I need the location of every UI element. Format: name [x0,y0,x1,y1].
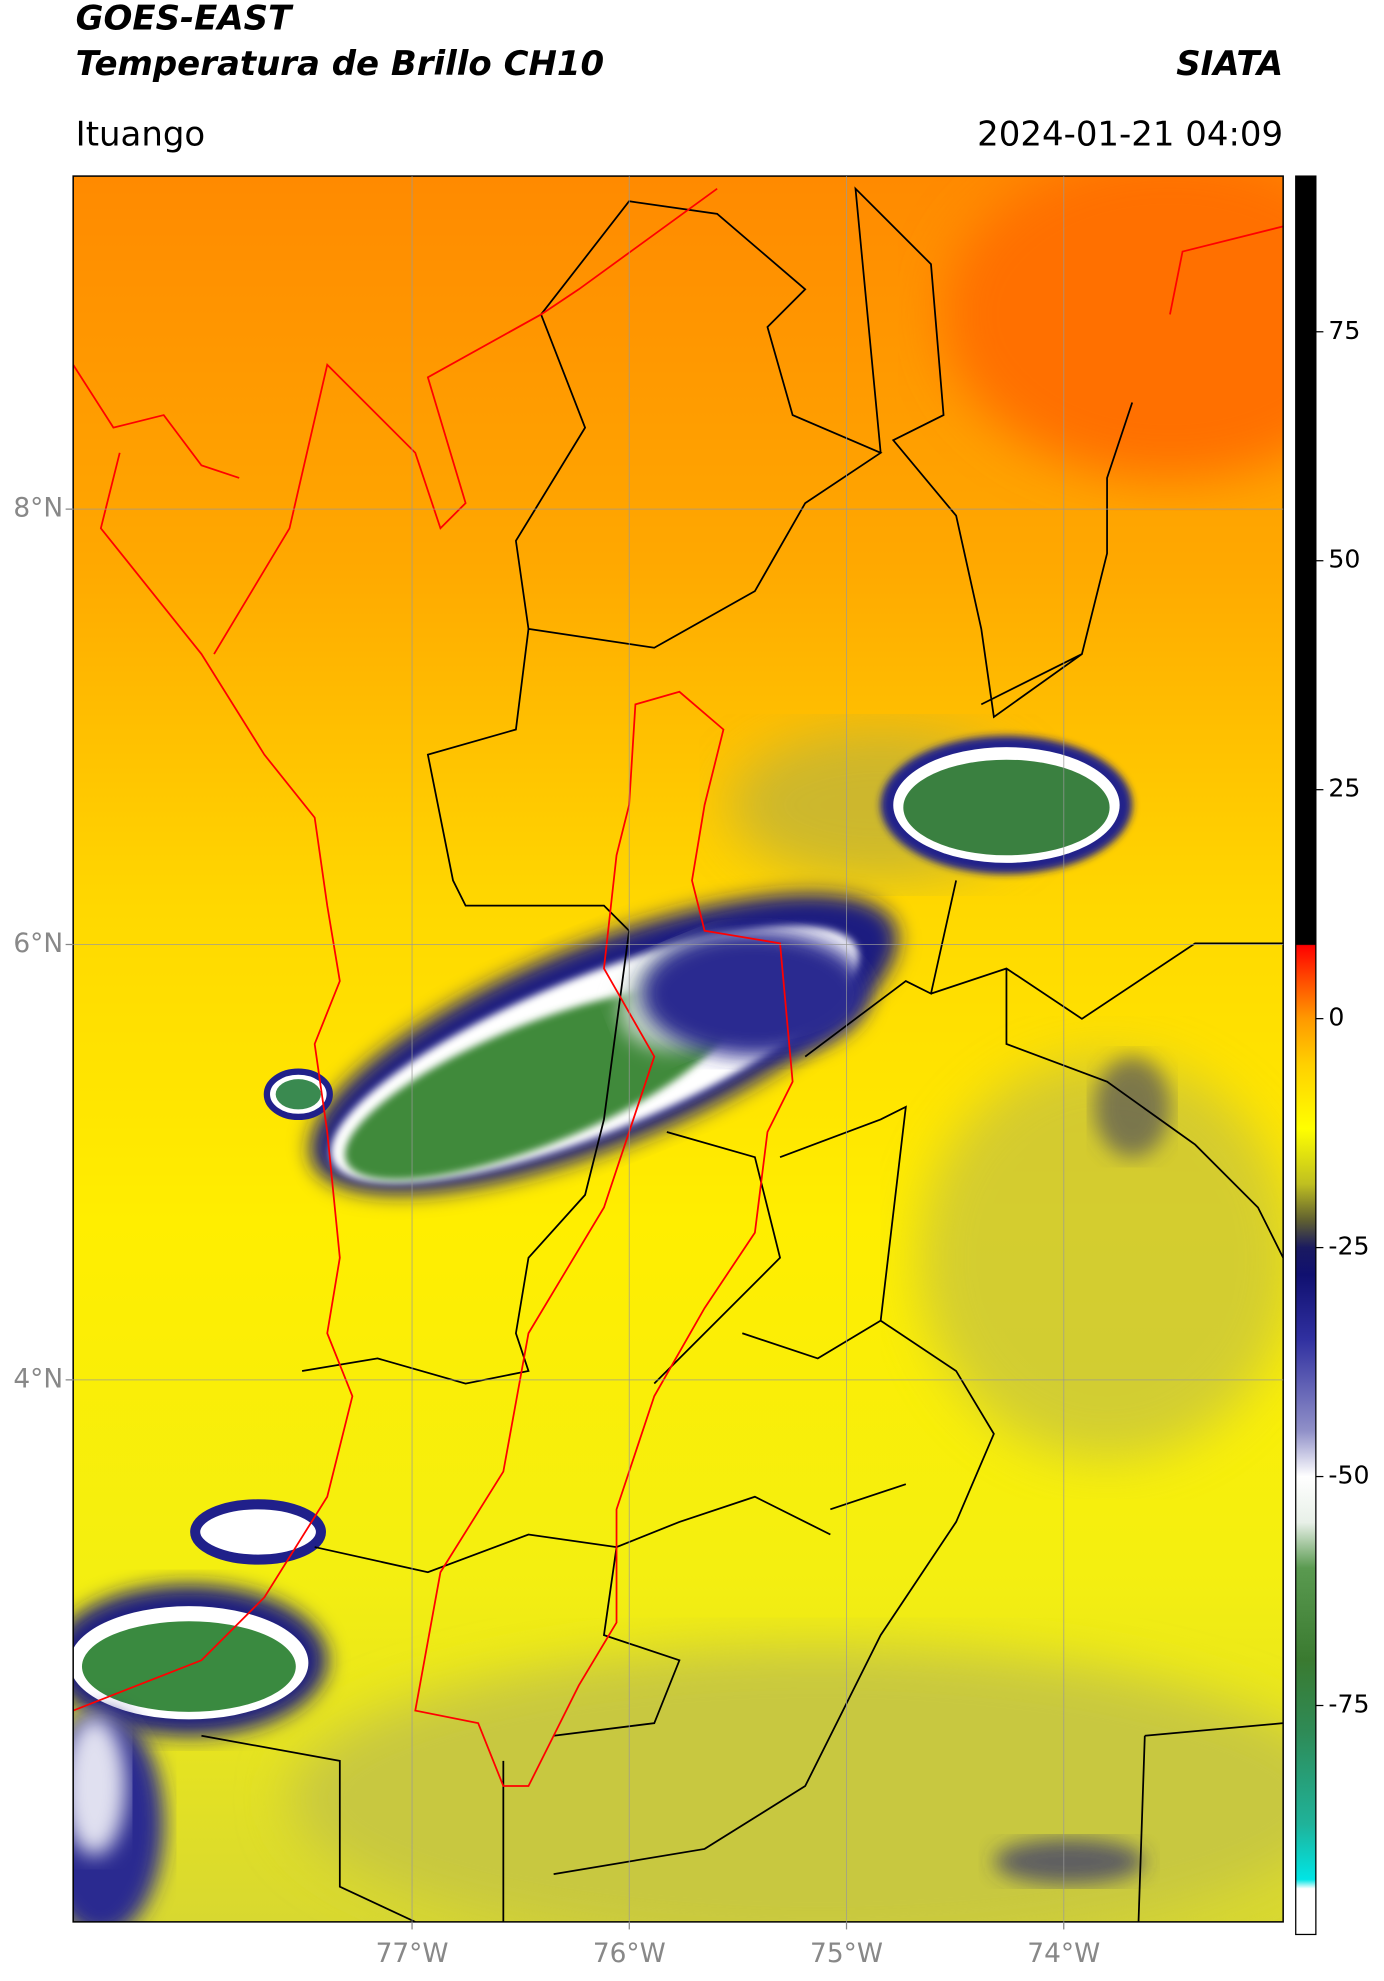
y-tick-label: 6°N [13,928,63,959]
map-frame [72,175,1284,1923]
region: Ituango [76,114,206,154]
x-tick-label: 77°W [376,1938,449,1969]
cloud [81,1621,296,1712]
graticule [73,176,1284,1922]
coastline [73,187,1284,1712]
colorbar-tick-label: 75 [1328,316,1360,345]
cloud [641,930,869,1057]
timestamp: 2024-01-21 04:09 [977,114,1283,154]
cool-area [289,1647,1284,1922]
cloud [190,1499,326,1565]
title: GOES-EAST [76,0,294,39]
x-tick-label: 74°W [1027,1938,1100,1969]
colorbar-tick-label: -50 [1328,1461,1369,1490]
cloud [73,1716,126,1856]
colorbar-tick-label: -25 [1328,1232,1369,1261]
catchment-boundary [414,690,794,1787]
cool-area [918,1056,1284,1459]
colorbar-tick-label: 0 [1328,1003,1344,1032]
agency: SIATA [1176,44,1283,84]
subtitle: Temperatura de Brillo CH10 [76,44,604,84]
y-tick-label: 8°N [13,493,63,524]
cloud [1094,1056,1170,1158]
warm-area [943,176,1284,478]
colorbar-tick-label: 50 [1328,545,1360,574]
cloud [903,759,1110,856]
y-tick-label: 4°N [13,1363,63,1394]
x-tick-label: 75°W [810,1938,883,1969]
map-image [73,176,1284,1922]
x-tick-label: 76°W [593,1938,666,1969]
cloud [993,1838,1145,1885]
colorbar [1295,175,1317,1936]
colorbar-tick-label: -75 [1328,1690,1369,1719]
cloud [275,1079,321,1110]
colorbar-tick-label: 25 [1328,774,1360,803]
